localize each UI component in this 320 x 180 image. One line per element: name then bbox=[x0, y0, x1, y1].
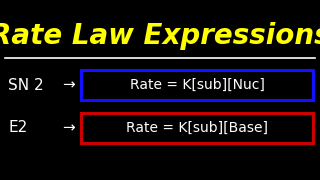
FancyBboxPatch shape bbox=[81, 70, 313, 100]
Text: →: → bbox=[62, 120, 75, 136]
Text: Rate = K[sub][Nuc]: Rate = K[sub][Nuc] bbox=[130, 78, 264, 92]
Text: Rate Law Expressions: Rate Law Expressions bbox=[0, 22, 320, 50]
Text: SN 2: SN 2 bbox=[8, 78, 44, 93]
Text: E2: E2 bbox=[8, 120, 27, 136]
Text: →: → bbox=[62, 78, 75, 93]
FancyBboxPatch shape bbox=[81, 113, 313, 143]
Text: Rate = K[sub][Base]: Rate = K[sub][Base] bbox=[126, 121, 268, 135]
